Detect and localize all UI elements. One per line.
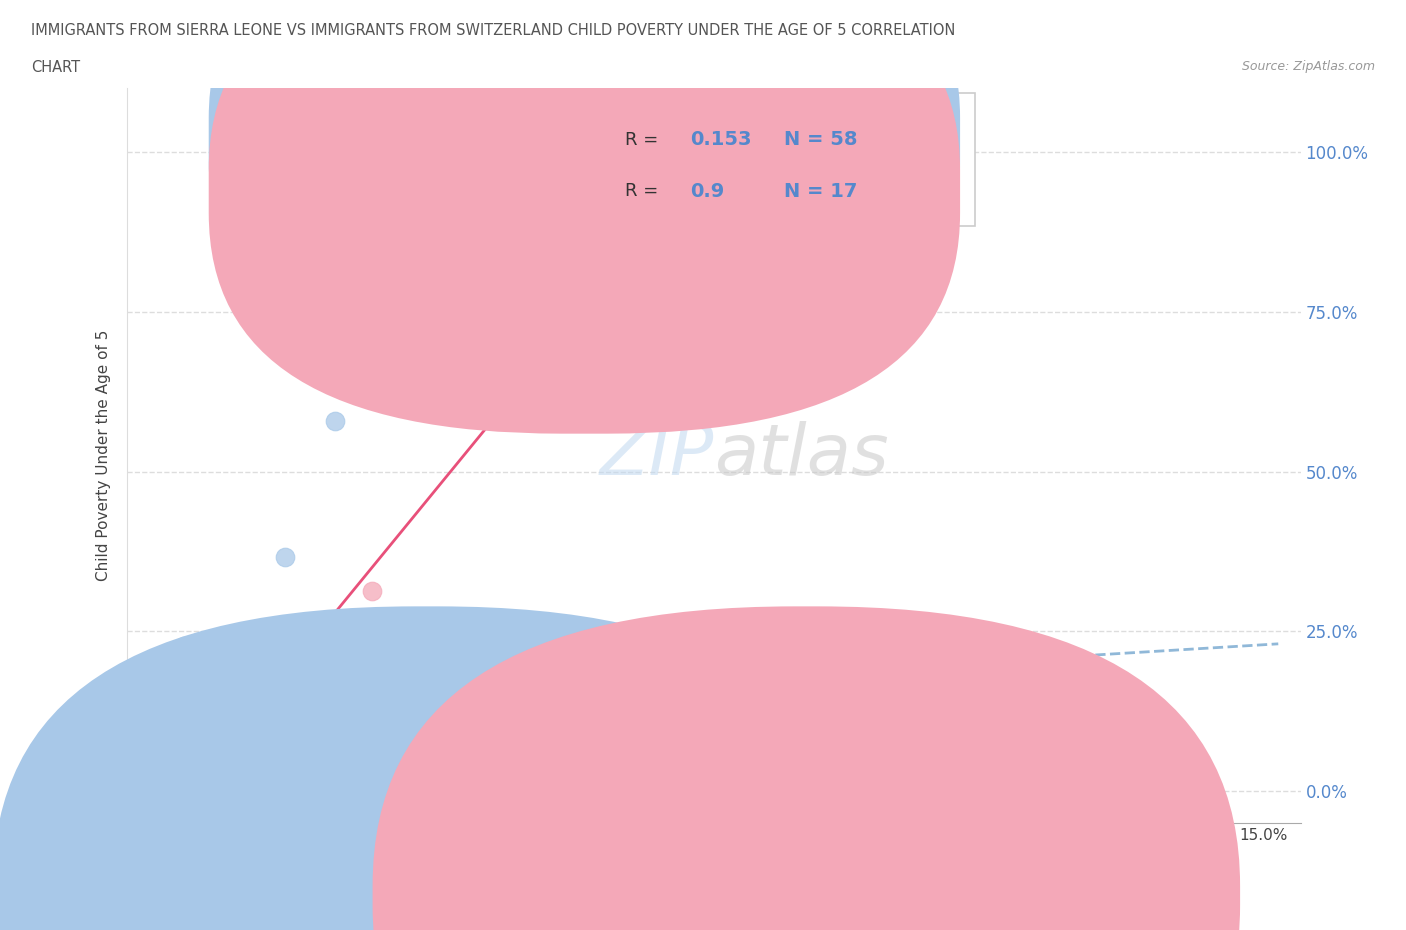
Point bbox=[260, 668, 283, 683]
Point bbox=[190, 784, 212, 799]
Point bbox=[141, 692, 163, 707]
Point bbox=[323, 413, 346, 428]
Text: Immigrants from Switzerland: Immigrants from Switzerland bbox=[825, 888, 1047, 903]
Point bbox=[197, 777, 219, 792]
Text: Immigrants from Sierra Leone: Immigrants from Sierra Leone bbox=[446, 888, 675, 903]
Point bbox=[160, 784, 183, 799]
Point bbox=[516, 673, 538, 688]
Point bbox=[180, 698, 202, 713]
Point bbox=[209, 702, 232, 717]
FancyBboxPatch shape bbox=[208, 0, 960, 382]
Point bbox=[212, 738, 235, 753]
Point bbox=[844, 684, 866, 698]
Point bbox=[299, 652, 322, 667]
Point bbox=[145, 784, 167, 799]
Text: 0.9: 0.9 bbox=[690, 181, 724, 201]
Point bbox=[319, 761, 342, 776]
Point bbox=[287, 653, 309, 668]
FancyBboxPatch shape bbox=[208, 0, 960, 433]
Point bbox=[156, 774, 179, 789]
Point bbox=[672, 145, 695, 160]
Point bbox=[188, 744, 211, 759]
Point bbox=[229, 680, 252, 695]
Point bbox=[187, 664, 209, 679]
Text: atlas: atlas bbox=[713, 421, 889, 490]
Y-axis label: Child Poverty Under the Age of 5: Child Poverty Under the Age of 5 bbox=[96, 330, 111, 581]
Point bbox=[526, 626, 548, 641]
Point bbox=[152, 784, 174, 799]
Point bbox=[141, 767, 163, 782]
Point bbox=[806, 616, 828, 631]
Point bbox=[194, 665, 217, 680]
Point bbox=[201, 713, 224, 728]
Point bbox=[195, 664, 218, 679]
Point bbox=[159, 693, 181, 708]
Point bbox=[149, 663, 172, 678]
Point bbox=[181, 750, 204, 764]
Point bbox=[155, 724, 177, 739]
Point bbox=[569, 633, 592, 648]
Point bbox=[173, 638, 195, 653]
Text: N = 58: N = 58 bbox=[785, 130, 858, 150]
Text: CHART: CHART bbox=[31, 60, 80, 75]
Point bbox=[146, 747, 169, 762]
Point bbox=[150, 672, 173, 687]
Point bbox=[169, 657, 191, 671]
Text: IMMIGRANTS FROM SIERRA LEONE VS IMMIGRANTS FROM SWITZERLAND CHILD POVERTY UNDER : IMMIGRANTS FROM SIERRA LEONE VS IMMIGRAN… bbox=[31, 23, 955, 38]
Point bbox=[149, 716, 172, 731]
Text: R =: R = bbox=[626, 182, 665, 200]
Point bbox=[434, 758, 457, 773]
Point bbox=[163, 713, 186, 728]
Point bbox=[173, 756, 195, 771]
Point bbox=[146, 671, 169, 686]
Point bbox=[509, 388, 531, 403]
Point bbox=[169, 670, 191, 684]
Point bbox=[316, 700, 339, 715]
Point bbox=[218, 744, 240, 759]
Point bbox=[439, 680, 461, 695]
Point bbox=[139, 681, 162, 696]
Text: Source: ZipAtlas.com: Source: ZipAtlas.com bbox=[1241, 60, 1375, 73]
Point bbox=[167, 784, 190, 799]
Text: N = 17: N = 17 bbox=[785, 181, 858, 201]
Point bbox=[547, 671, 569, 685]
Point bbox=[226, 755, 249, 770]
Point bbox=[160, 696, 183, 711]
Point bbox=[620, 784, 643, 799]
Point bbox=[392, 686, 415, 701]
Point bbox=[658, 751, 681, 766]
Point bbox=[212, 784, 235, 799]
Text: ZIP: ZIP bbox=[599, 421, 713, 490]
Text: R =: R = bbox=[626, 131, 665, 149]
Point bbox=[155, 669, 177, 684]
Point bbox=[174, 652, 197, 667]
Point bbox=[173, 776, 195, 790]
Point bbox=[204, 755, 226, 770]
Point bbox=[312, 717, 335, 732]
FancyBboxPatch shape bbox=[534, 94, 976, 227]
Point bbox=[235, 661, 257, 676]
Point bbox=[197, 727, 219, 742]
Point bbox=[183, 784, 205, 799]
Point bbox=[360, 583, 382, 598]
Point bbox=[323, 622, 346, 637]
Point bbox=[184, 708, 207, 723]
Point bbox=[149, 735, 172, 750]
Point bbox=[284, 724, 307, 738]
Point bbox=[165, 752, 187, 767]
Text: 0.153: 0.153 bbox=[690, 130, 752, 150]
Point bbox=[249, 726, 271, 741]
Point bbox=[174, 784, 197, 799]
Point bbox=[212, 771, 235, 786]
Point bbox=[253, 768, 276, 783]
Point bbox=[146, 731, 169, 746]
Point bbox=[274, 549, 297, 564]
